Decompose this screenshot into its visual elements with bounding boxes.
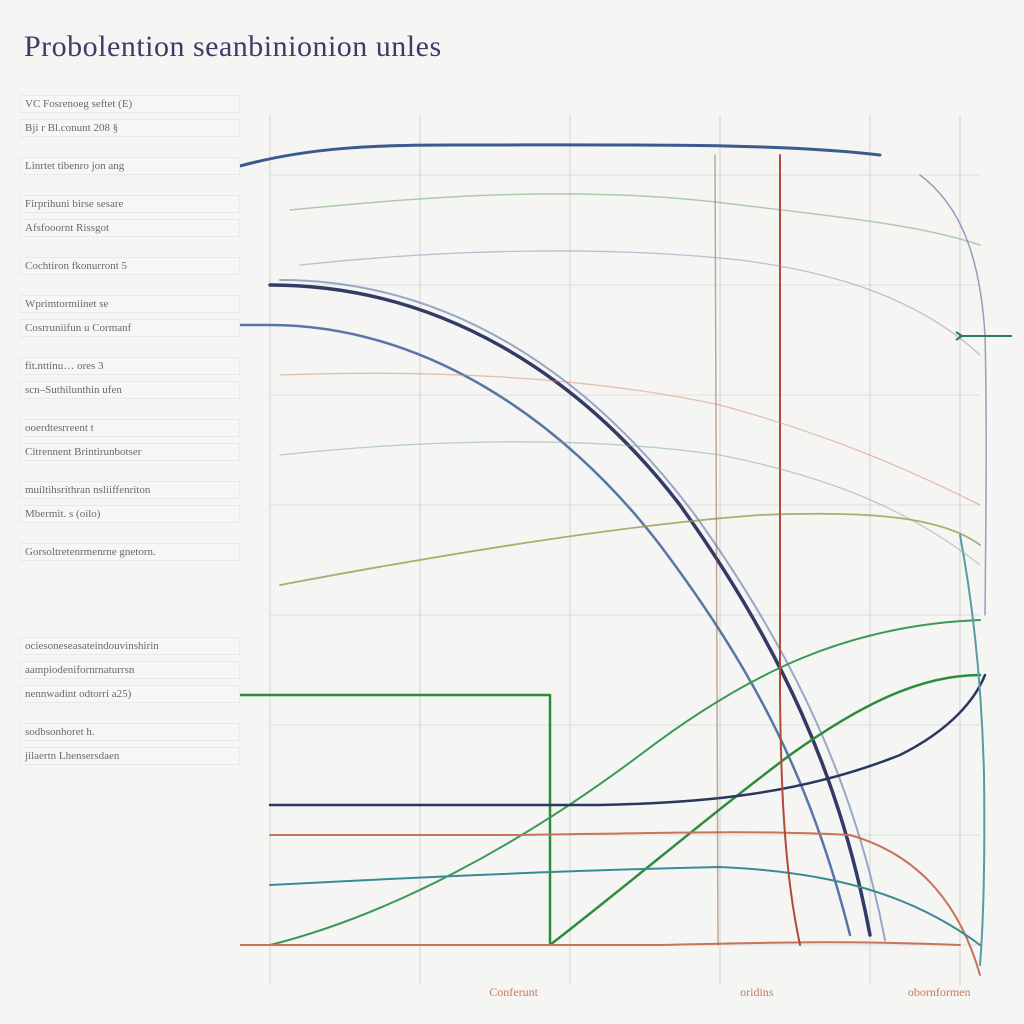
curve-pale-green-top	[290, 194, 980, 245]
curve-green-rising	[270, 620, 980, 945]
legend-item: Bji r Bl.conunt 208 §	[20, 119, 240, 137]
legend-item: Afsfooornt Rissgot	[20, 219, 240, 237]
x-axis-label: oridins	[740, 985, 773, 1000]
chart-svg	[240, 110, 1000, 990]
legend-item: ociesoneseasateindouvinshirin	[20, 637, 240, 655]
x-axis-label: Conferunt	[489, 985, 538, 1000]
legend-item: VC Fosrenoeg seftet (E)	[20, 95, 240, 113]
curve-teal-low	[270, 867, 980, 945]
legend-item: Firprihuni birse sesare	[20, 195, 240, 213]
legend-item: jilaertn Lhensersdaen	[20, 747, 240, 765]
curve-pale-teal-mid	[280, 442, 980, 565]
curve-main-blue-echo	[280, 280, 885, 940]
legend-item: Citrennent Brintirunbotser	[20, 443, 240, 461]
legend-item: Cosrruniifun u Cormanf	[20, 319, 240, 337]
chart-title: Probolention seanbinionion unles	[24, 30, 442, 64]
x-axis-labels: Conferunt oridins obornformen	[240, 985, 1000, 1005]
curve-olive-mid	[280, 514, 980, 585]
curve-brown-vertical	[715, 155, 718, 945]
legend: VC Fosrenoeg seftet (E) Bji r Bl.conunt 2…	[20, 95, 240, 771]
legend-item: sodbsonhoret h.	[20, 723, 240, 741]
legend-item: muiltihsrithran nsliiffenriton	[20, 481, 240, 499]
legend-item: Mbermit. s (oilo)	[20, 505, 240, 523]
legend-item: Wprimtormiinet se	[20, 295, 240, 313]
legend-item: Gorsoltretenrmenrne gnetorn.	[20, 543, 240, 561]
legend-item: ooerdtesrreent t	[20, 419, 240, 437]
right-arrow-icon	[954, 326, 1024, 346]
legend-item: scn–Suthilunthin ufen	[20, 381, 240, 399]
x-axis-label: obornformen	[908, 985, 971, 1000]
legend-item: nennwadint odtorri a25)	[20, 685, 240, 703]
legend-item: Linrtet tibenro jon ang	[20, 157, 240, 175]
curve-right-drop-teal	[960, 535, 984, 965]
legend-item: fit.nttinu… ores 3	[20, 357, 240, 375]
chart-area	[240, 110, 1000, 990]
curve-red-vertical	[780, 155, 800, 945]
legend-item: aampiodenifornrnaturrsn	[20, 661, 240, 679]
curve-green-step	[240, 675, 980, 945]
curve-orange-step	[270, 832, 980, 975]
legend-item: Cochtiron fkonurront 5	[20, 257, 240, 275]
